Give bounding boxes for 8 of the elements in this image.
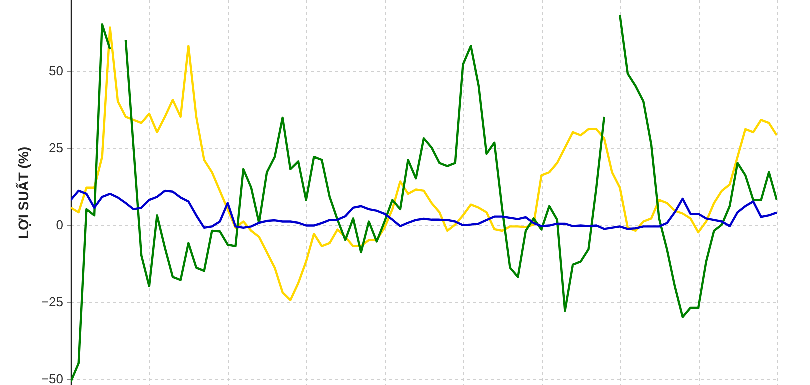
line-series	[71, 26, 777, 302]
y-tick-label: 0	[56, 217, 64, 232]
y-tick-label: 25	[49, 140, 64, 156]
y-tick-label: −50	[41, 371, 64, 385]
y-axis-title: LỢI SUẤT (%)	[15, 146, 32, 240]
line-series	[71, 190, 777, 230]
y-tick-label: 50	[49, 63, 64, 78]
y-tick-label: −25	[41, 294, 64, 310]
